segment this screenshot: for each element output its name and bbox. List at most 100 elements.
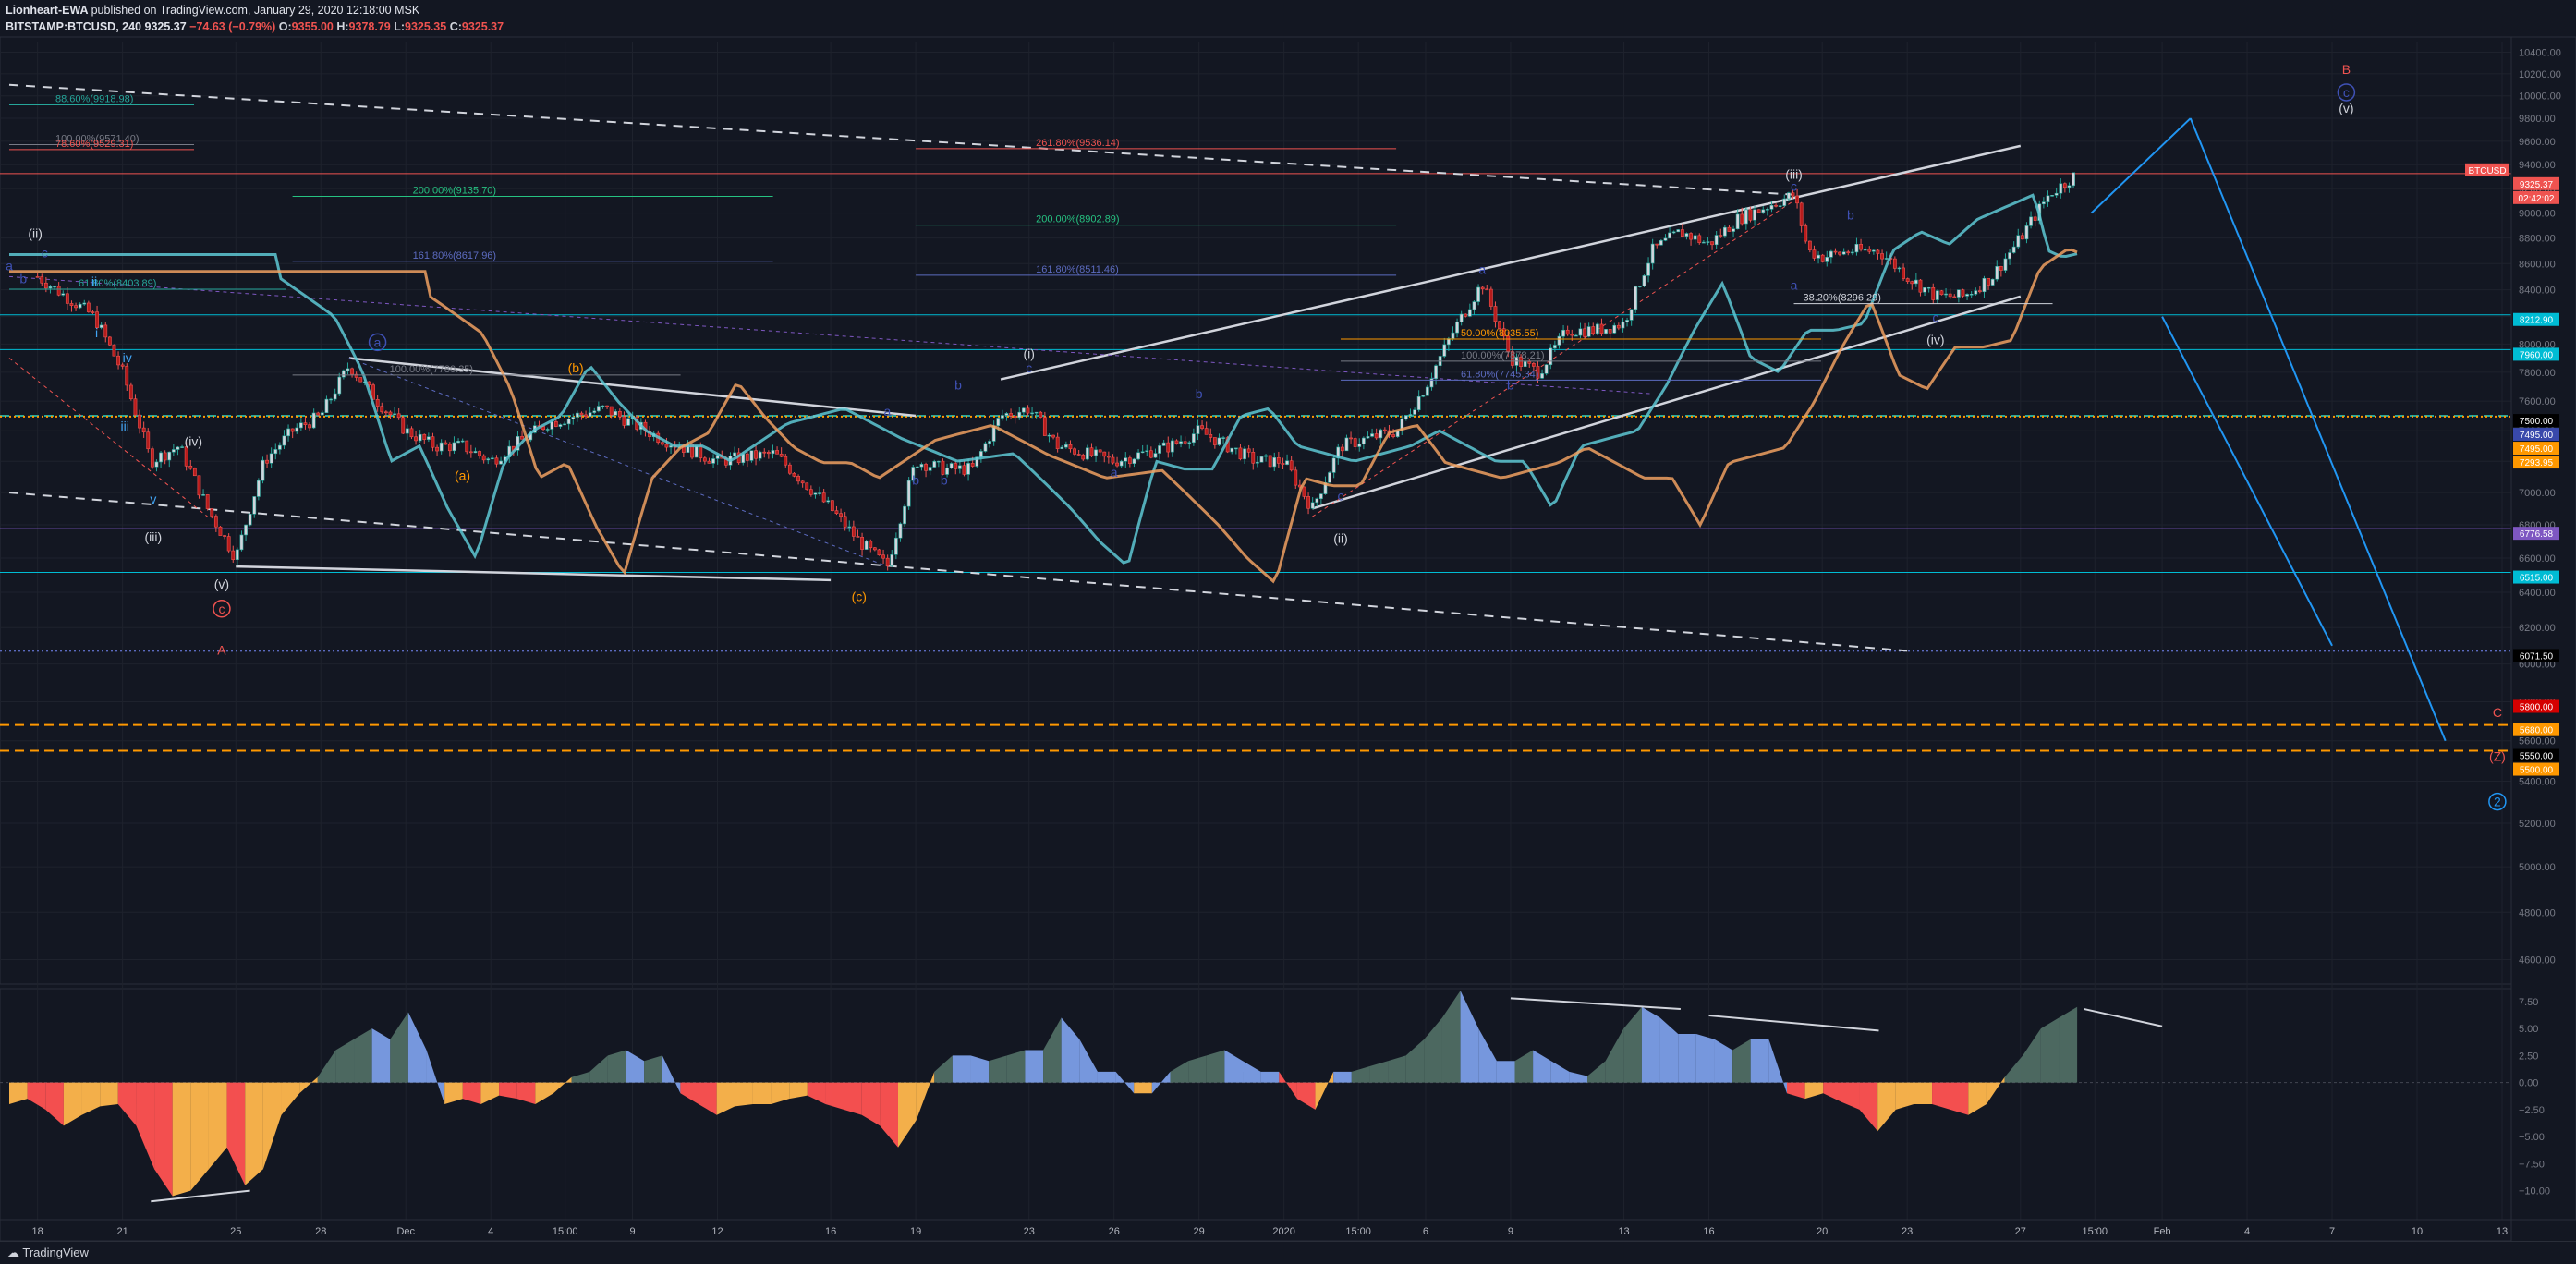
candle-body <box>61 293 66 296</box>
price-tag-label: 5500.00 <box>2520 766 2554 776</box>
symbol-name[interactable]: BITSTAMP:BTCUSD, 240 <box>6 20 142 33</box>
axes: 10400.0010200.0010000.009800.009600.0094… <box>0 36 2576 1241</box>
candle-body <box>808 489 813 495</box>
osc-area-segment <box>1768 1039 1787 1094</box>
y-tick-label: 10000.00 <box>2519 91 2561 103</box>
candle-body <box>1102 451 1107 457</box>
candle-body <box>1977 290 1982 293</box>
wave-label: (b) <box>568 360 584 375</box>
candle-body <box>1791 192 1795 197</box>
author-name[interactable]: Lionheart-EWA <box>6 4 89 17</box>
candle-body <box>1710 241 1714 246</box>
candle-body <box>1310 502 1315 509</box>
candle-body <box>1642 275 1646 286</box>
osc-area-segment <box>1932 1082 1950 1110</box>
x-tick-label: 9 <box>1508 1226 1513 1237</box>
osc-area-segment <box>354 1028 372 1083</box>
candle-body <box>128 384 133 400</box>
candle-body <box>1145 450 1149 453</box>
y-tick-label: 10200.00 <box>2519 69 2561 80</box>
candle-body <box>843 516 847 528</box>
candle-body <box>1995 266 1999 280</box>
candle-body <box>396 413 401 419</box>
osc-area-segment <box>2004 1055 2023 1083</box>
candle-body <box>141 427 146 433</box>
candle-body <box>1897 267 1902 270</box>
candle-body <box>1591 326 1596 334</box>
candle-body <box>1668 232 1671 239</box>
candle-body <box>494 457 499 465</box>
candle-body <box>1625 320 1629 322</box>
candle-body <box>1051 434 1055 438</box>
candle-body <box>1595 323 1599 334</box>
candle-body <box>1076 454 1081 456</box>
y-tick-label: 10400.00 <box>2519 48 2561 59</box>
candle-body <box>1421 395 1426 397</box>
candle-body <box>1650 243 1655 264</box>
candle-body <box>1094 449 1098 456</box>
osc-area-segment <box>1496 1061 1515 1083</box>
osc-area-segment <box>771 1082 790 1104</box>
osc-area-segment <box>480 1082 500 1104</box>
candle-body <box>975 456 979 467</box>
candle-body <box>239 534 244 551</box>
wave-label: 2 <box>2494 795 2501 809</box>
candle-body <box>1987 277 1990 286</box>
candle-body <box>2008 252 2011 260</box>
candle-body <box>1774 204 1778 207</box>
candle-body <box>447 444 452 452</box>
wave-label: c <box>1026 360 1032 375</box>
candle-body <box>393 413 396 416</box>
candle-body <box>167 451 172 461</box>
candle-body <box>1055 436 1060 450</box>
candle-body <box>405 428 409 434</box>
candle-body <box>872 547 877 551</box>
candle-body <box>197 475 201 496</box>
candle-body <box>928 467 932 471</box>
candle-body <box>851 526 856 537</box>
wave-label: (Z) <box>2489 748 2506 763</box>
osc-area-segment <box>1678 1033 1696 1083</box>
candle-body <box>983 443 988 452</box>
open-value: 9355.00 <box>291 20 334 33</box>
candle-body <box>465 440 469 453</box>
osc-area-segment <box>245 1082 263 1185</box>
candle-body <box>1570 334 1574 336</box>
price-tag-label: 8212.90 <box>2520 316 2554 326</box>
osc-area-segment <box>1043 1017 1062 1083</box>
candle-body <box>796 476 800 482</box>
candle-body <box>1714 235 1719 246</box>
osc-y-tick-label: 0.00 <box>2519 1078 2538 1089</box>
wave-label: a <box>1111 465 1118 480</box>
osc-area-segment <box>716 1082 735 1115</box>
candle-body <box>1030 412 1034 415</box>
price-axis <box>2510 36 2576 1221</box>
candle-body <box>213 516 218 528</box>
candle-body <box>1148 450 1153 458</box>
y-tick-label: 6000.00 <box>2519 660 2556 671</box>
candle-body <box>1531 362 1536 367</box>
candle-body <box>1004 413 1009 416</box>
candle-body <box>1552 345 1557 349</box>
wave-label: (a) <box>455 468 470 482</box>
osc-divergence-line <box>2084 1008 2163 1027</box>
x-tick-label: 20 <box>1817 1226 1828 1237</box>
candle-body <box>1918 279 1923 293</box>
candle-body <box>171 449 176 453</box>
osc-area-segment <box>1968 1082 1987 1115</box>
y-tick-label: 5200.00 <box>2519 819 2556 830</box>
candle-body <box>847 526 852 529</box>
price-tag <box>2513 347 2559 361</box>
candle-body <box>605 405 609 407</box>
tradingview-logo[interactable]: ☁ TradingView <box>7 1246 89 1259</box>
candle-body <box>1140 451 1145 454</box>
candle-body <box>1574 334 1578 337</box>
candle-body <box>1480 286 1485 290</box>
osc-area-segment <box>172 1082 191 1197</box>
x-tick-label: 10 <box>2412 1226 2423 1237</box>
candle-body <box>553 421 558 427</box>
candle-body <box>1174 440 1179 444</box>
candle-body <box>388 411 393 415</box>
price-tag-label: 7495.00 <box>2520 444 2554 455</box>
